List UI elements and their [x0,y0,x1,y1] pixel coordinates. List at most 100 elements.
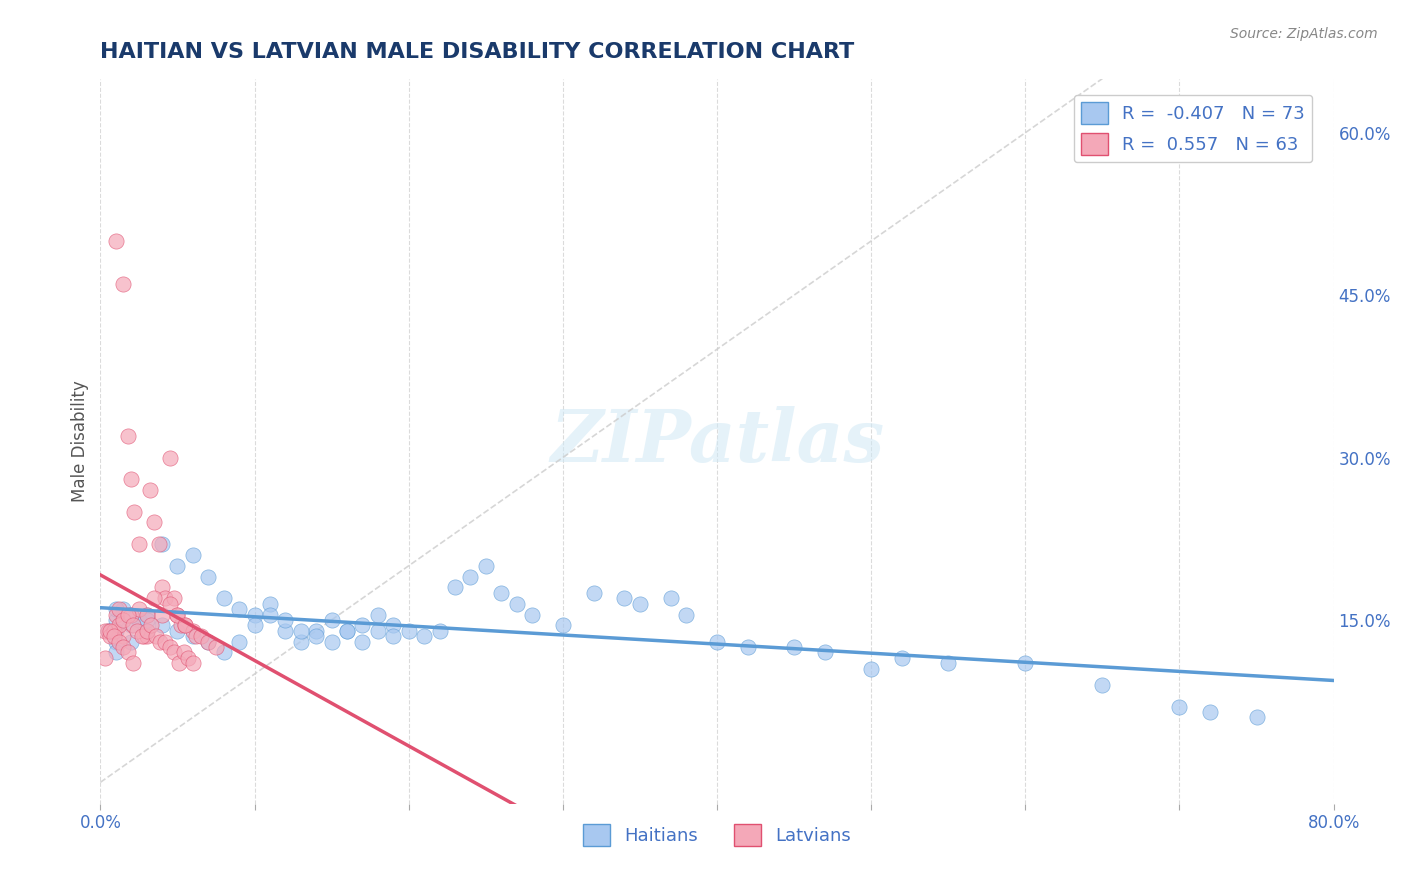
Point [149,634,172,648]
Point [613,591,636,606]
Point [112,613,135,627]
Point [274,613,297,627]
Point [336,624,359,638]
Point [173,645,195,659]
Point [290,634,312,648]
Point [429,624,451,638]
Point [737,640,759,654]
Point [104,624,127,638]
Point [1168,699,1191,714]
Point [128,602,150,616]
Point [1091,678,1114,692]
Point [243,607,266,622]
Point [101,624,124,638]
Point [135,624,157,638]
Point [197,634,219,648]
Point [104,607,127,622]
Point [145,629,167,643]
Point [94,650,117,665]
Point [112,602,135,616]
Point [184,629,207,643]
Point [305,624,328,638]
Point [474,558,496,573]
Point [706,634,728,648]
Point [120,607,142,622]
Point [814,645,837,659]
Legend: R =  -0.407   N = 73, R =  0.557   N = 63: R = -0.407 N = 73, R = 0.557 N = 63 [1074,95,1312,162]
Point [127,624,149,638]
Point [166,624,188,638]
Point [181,657,204,671]
Point [103,629,125,643]
Point [181,548,204,562]
Point [97,624,120,638]
Point [460,569,482,583]
Point [169,618,191,632]
Point [108,634,131,648]
Point [274,624,297,638]
Point [659,591,682,606]
Point [181,624,204,638]
Point [131,629,153,643]
Point [120,634,142,648]
Point [628,597,651,611]
Point [150,607,173,622]
Point [321,613,343,627]
Point [135,629,157,643]
Point [352,634,374,648]
Y-axis label: Male Disability: Male Disability [72,380,89,502]
Point [121,618,143,632]
Point [150,581,173,595]
Point [143,516,166,530]
Point [104,634,127,648]
Point [98,629,121,643]
Point [228,602,250,616]
Point [382,618,405,632]
Point [128,613,150,627]
Point [153,634,176,648]
Point [135,607,157,622]
Point [891,650,914,665]
Point [141,618,163,632]
Point [122,505,145,519]
Point [121,657,143,671]
Text: Source: ZipAtlas.com: Source: ZipAtlas.com [1230,27,1378,41]
Point [675,607,697,622]
Point [212,591,235,606]
Point [174,618,197,632]
Point [163,591,186,606]
Point [167,657,190,671]
Point [582,586,605,600]
Point [520,607,543,622]
Point [117,607,139,622]
Point [382,629,405,643]
Point [120,618,142,632]
Point [120,472,142,486]
Point [159,640,181,654]
Point [1246,710,1268,724]
Point [108,602,131,616]
Point [104,613,127,627]
Point [936,657,959,671]
Point [97,624,120,638]
Point [150,537,173,551]
Point [138,483,160,497]
Point [128,537,150,551]
Point [398,624,420,638]
Point [352,618,374,632]
Point [259,607,281,622]
Point [243,618,266,632]
Point [112,629,135,643]
Point [132,629,155,643]
Point [135,613,157,627]
Point [135,607,157,622]
Point [259,597,281,611]
Point [367,607,389,622]
Point [94,624,117,638]
Point [228,634,250,648]
Point [1199,705,1222,719]
Point [177,650,200,665]
Point [120,607,142,622]
Point [112,640,135,654]
Point [166,558,188,573]
